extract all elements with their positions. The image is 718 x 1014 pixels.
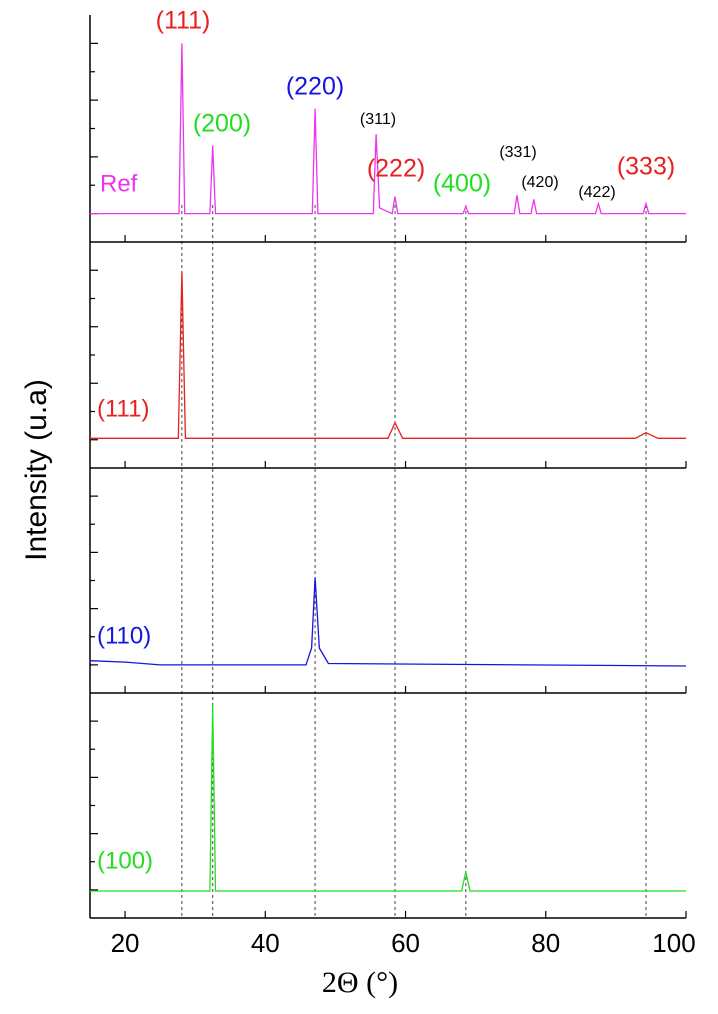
series-label: (111)	[97, 395, 149, 422]
x-tick-label: 40	[251, 928, 280, 958]
series-label: Ref	[100, 170, 138, 197]
peak-label: (200)	[193, 110, 251, 138]
data-line	[90, 43, 686, 215]
x-tick-label: 100	[652, 928, 695, 958]
peak-label: (420)	[521, 174, 558, 191]
peak-label: (222)	[367, 155, 425, 183]
data-line	[90, 704, 686, 892]
series-label: (110)	[97, 622, 151, 649]
peak-label: (422)	[578, 184, 615, 201]
peak-label: (220)	[286, 73, 344, 101]
x-tick-label: 60	[391, 928, 420, 958]
x-tick-label: 80	[531, 928, 560, 958]
peak-label: (400)	[433, 170, 491, 198]
data-line	[90, 271, 686, 439]
peak-label: (331)	[499, 144, 536, 161]
series-label: (100)	[97, 847, 153, 874]
data-line	[89, 577, 687, 667]
y-axis-label: Intensity (u.a)	[20, 379, 53, 561]
peak-label: (111)	[156, 7, 211, 35]
x-tick-label: 20	[111, 928, 140, 958]
x-axis-label: 2Θ (°)	[322, 966, 398, 999]
peak-label: (333)	[617, 153, 675, 181]
peak-label: (311)	[360, 111, 396, 128]
